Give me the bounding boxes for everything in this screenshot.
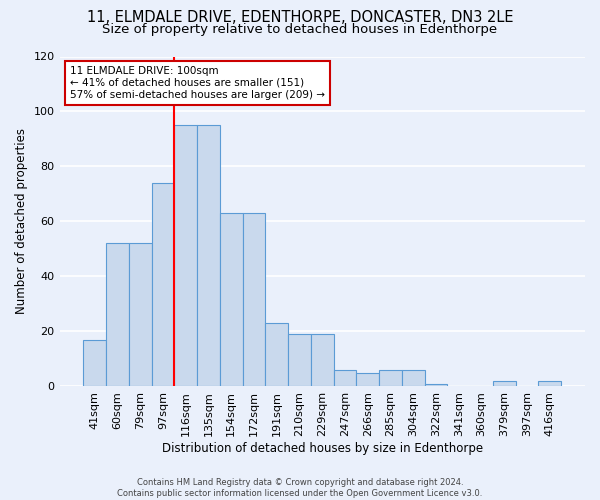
Text: 11 ELMDALE DRIVE: 100sqm
← 41% of detached houses are smaller (151)
57% of semi-: 11 ELMDALE DRIVE: 100sqm ← 41% of detach… xyxy=(70,66,325,100)
Text: 11, ELMDALE DRIVE, EDENTHORPE, DONCASTER, DN3 2LE: 11, ELMDALE DRIVE, EDENTHORPE, DONCASTER… xyxy=(87,10,513,25)
Bar xyxy=(493,381,515,386)
Bar xyxy=(265,323,288,386)
Bar xyxy=(288,334,311,386)
Bar xyxy=(311,334,334,386)
Bar xyxy=(402,370,425,386)
Bar xyxy=(175,125,197,386)
Bar xyxy=(106,244,129,386)
Bar xyxy=(334,370,356,386)
Bar xyxy=(83,340,106,386)
Text: Size of property relative to detached houses in Edenthorpe: Size of property relative to detached ho… xyxy=(103,22,497,36)
Bar xyxy=(356,372,379,386)
Bar xyxy=(129,244,152,386)
Y-axis label: Number of detached properties: Number of detached properties xyxy=(15,128,28,314)
Bar xyxy=(425,384,448,386)
Bar xyxy=(379,370,402,386)
Bar xyxy=(220,213,242,386)
X-axis label: Distribution of detached houses by size in Edenthorpe: Distribution of detached houses by size … xyxy=(162,442,483,455)
Text: Contains HM Land Registry data © Crown copyright and database right 2024.
Contai: Contains HM Land Registry data © Crown c… xyxy=(118,478,482,498)
Bar xyxy=(197,125,220,386)
Bar xyxy=(538,381,561,386)
Bar xyxy=(152,183,175,386)
Bar xyxy=(242,213,265,386)
